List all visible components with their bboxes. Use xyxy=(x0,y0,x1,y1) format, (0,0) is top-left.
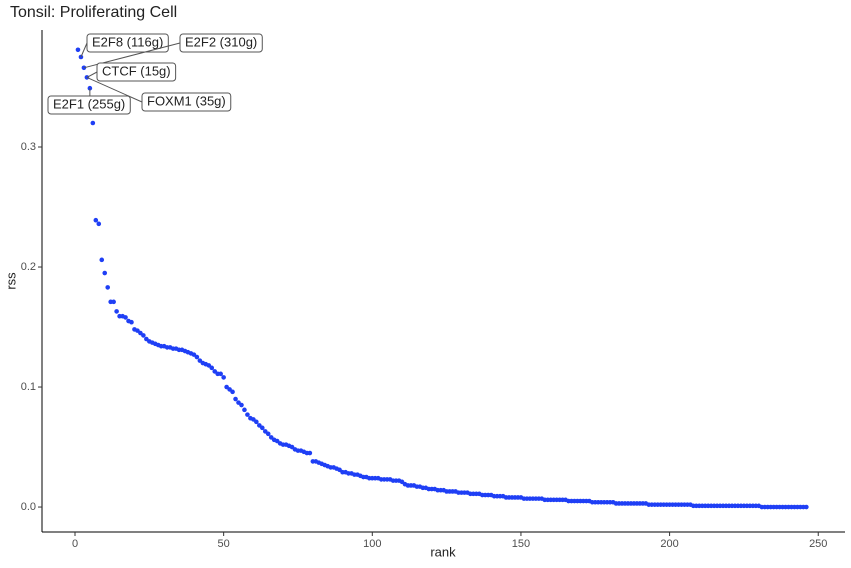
annotation-label: E2F8 (116g) xyxy=(92,34,163,49)
x-tick-label: 50 xyxy=(218,538,230,550)
point xyxy=(259,425,265,431)
point xyxy=(307,450,313,456)
point xyxy=(141,333,146,338)
point xyxy=(96,221,102,227)
point xyxy=(804,504,809,510)
point xyxy=(81,65,87,71)
point xyxy=(111,299,116,305)
point xyxy=(209,365,215,371)
annotation-box xyxy=(86,33,169,53)
y-tick-label: 0.2 xyxy=(21,261,36,273)
y-tick-label: 0.1 xyxy=(21,381,36,393)
point xyxy=(129,319,134,325)
point xyxy=(75,47,81,53)
point xyxy=(123,315,128,320)
x-tick-label: 200 xyxy=(660,538,678,550)
point xyxy=(194,354,200,360)
point xyxy=(78,54,84,60)
chart-title: Tonsil: Proliferating Cell xyxy=(10,4,177,21)
x-tick-label: 250 xyxy=(809,538,827,550)
annotation-label: FOXM1 (35g) xyxy=(147,93,226,108)
point xyxy=(265,431,271,437)
point xyxy=(218,371,223,377)
annotation-label: CTCF (15g) xyxy=(102,63,171,78)
point xyxy=(102,270,108,276)
y-axis-label: rss xyxy=(3,272,18,290)
point xyxy=(114,309,119,314)
point xyxy=(242,407,247,413)
point xyxy=(230,389,235,395)
annotation-box xyxy=(141,92,232,112)
annotation-connector xyxy=(80,42,88,58)
point xyxy=(233,396,238,402)
x-tick-label: 150 xyxy=(512,538,530,550)
annotation-box xyxy=(179,33,263,53)
annotation-connector xyxy=(86,76,143,103)
annotation-label: E2F2 (310g) xyxy=(185,34,257,49)
point xyxy=(99,257,105,263)
x-tick-label: 0 xyxy=(72,538,78,550)
annotation-connector xyxy=(86,71,98,78)
point xyxy=(254,419,259,425)
point xyxy=(105,285,111,290)
point xyxy=(90,120,96,126)
x-axis-label: rank xyxy=(430,544,456,559)
y-tick-label: 0.3 xyxy=(21,141,36,153)
x-tick-label: 100 xyxy=(363,538,381,550)
point xyxy=(93,217,99,223)
y-tick-label: 0.0 xyxy=(21,501,36,513)
annotation-box xyxy=(47,95,131,115)
annotation-label: E2F1 (255g) xyxy=(53,96,125,111)
point xyxy=(245,412,250,417)
annotation-box xyxy=(96,62,177,82)
point xyxy=(221,375,226,380)
point xyxy=(239,402,244,408)
